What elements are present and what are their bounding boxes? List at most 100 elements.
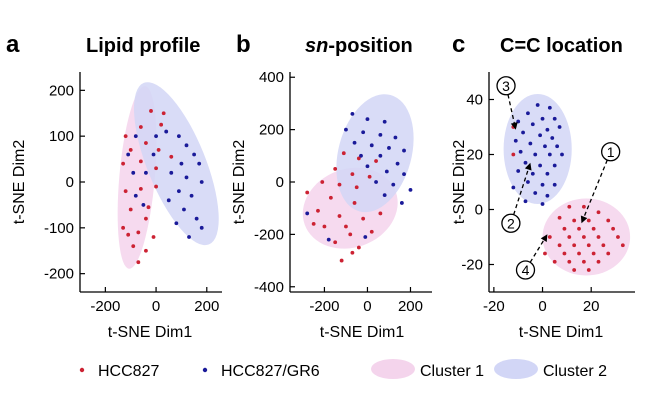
cluster-ellipse-cluster-1: [542, 198, 631, 276]
callout-arrowhead: [580, 215, 588, 224]
y-tick-label: 0: [475, 202, 483, 219]
data-point-gr6: [513, 138, 518, 143]
data-point-gr6: [199, 180, 204, 184]
data-point-gr6: [326, 237, 331, 242]
data-point-hcc827: [543, 251, 547, 256]
data-point-gr6: [182, 207, 186, 212]
data-point-hcc827: [138, 186, 143, 191]
data-point-gr6: [305, 211, 310, 216]
data-point-hcc827: [311, 222, 316, 226]
data-point-hcc827: [123, 134, 128, 139]
callout-circle: [501, 213, 521, 233]
data-point-gr6: [528, 141, 533, 146]
data-point-gr6: [540, 182, 545, 187]
data-point-gr6: [540, 116, 545, 121]
callout-line: [507, 94, 516, 126]
data-point-hcc827: [586, 243, 591, 248]
data-point-gr6: [555, 144, 560, 149]
data-point-gr6: [176, 134, 181, 139]
legend-label-cluster1: Cluster 1: [420, 363, 484, 380]
y-tick-label: 100: [49, 128, 74, 145]
data-point-hcc827: [350, 172, 355, 177]
data-point-gr6: [154, 134, 158, 139]
data-point-hcc827: [606, 251, 611, 256]
data-point-hcc827: [138, 159, 143, 164]
y-tick-label: -200: [254, 226, 284, 243]
data-point-hcc827: [159, 122, 164, 127]
data-point-hcc827: [144, 248, 148, 253]
data-point-gr6: [176, 189, 181, 194]
x-tick-label: 200: [194, 298, 219, 315]
data-point-gr6: [533, 191, 538, 195]
legend-marker-hcc827: [79, 367, 85, 373]
data-point-gr6: [540, 202, 545, 206]
data-point-gr6: [538, 163, 542, 168]
data-point-gr6: [344, 127, 348, 132]
data-point-hcc827: [322, 224, 327, 229]
cluster-ellipse-cluster-2: [503, 94, 572, 204]
panel-title-a: Lipid profile: [86, 35, 200, 57]
data-point-gr6: [391, 182, 396, 187]
panel-b: b sn-position -200 0 200 -400 -200 0 200 400 t-…: [231, 31, 432, 341]
data-point-hcc827: [128, 148, 133, 152]
data-point-gr6: [126, 152, 131, 157]
legend-label-gr6: HCC827/GR6: [221, 363, 320, 380]
data-point-gr6: [133, 134, 138, 139]
x-tick-label: 200: [398, 298, 423, 315]
x-axis-label-b: t-SNE Dim1: [320, 324, 405, 341]
y-tick-label: 400: [259, 69, 284, 86]
data-point-gr6: [350, 112, 355, 116]
data-point-hcc827: [144, 141, 148, 145]
y-tick-label: -200: [44, 266, 74, 283]
panel-letter-c: c: [452, 31, 465, 58]
data-point-gr6: [545, 171, 550, 176]
data-point-gr6: [547, 152, 552, 157]
panel-title-b-rest: -position: [328, 35, 412, 57]
data-point-hcc827: [341, 151, 346, 156]
data-point-hcc827: [333, 240, 338, 245]
data-point-gr6: [174, 221, 179, 226]
data-point-gr6: [361, 130, 366, 135]
data-point-hcc827: [601, 243, 606, 248]
data-point-gr6: [184, 175, 189, 180]
data-point-gr6: [535, 103, 540, 107]
data-point-hcc827: [337, 214, 342, 218]
data-point-gr6: [395, 161, 400, 166]
data-point-gr6: [523, 199, 528, 204]
panel-title-b-italic: sn: [305, 35, 328, 57]
data-point-hcc827: [144, 216, 148, 221]
callout-label: 2: [507, 215, 515, 231]
data-point-hcc827: [350, 250, 355, 255]
plot-area-a: -200 0 200 -200 -100 0 100 200: [44, 72, 222, 315]
data-point-gr6: [141, 203, 146, 207]
data-point-hcc827: [337, 182, 342, 187]
data-point-hcc827: [586, 268, 591, 272]
data-point-hcc827: [557, 243, 562, 248]
data-point-gr6: [402, 172, 406, 177]
data-point-gr6: [164, 129, 169, 134]
panel-letter-b: b: [236, 31, 251, 58]
data-point-gr6: [144, 170, 148, 175]
data-point-gr6: [538, 133, 542, 138]
data-point-gr6: [169, 170, 174, 175]
data-point-gr6: [151, 152, 156, 157]
data-point-gr6: [133, 193, 138, 198]
data-point-gr6: [369, 143, 374, 148]
data-point-gr6: [518, 149, 523, 154]
data-point-gr6: [378, 132, 383, 137]
data-point-gr6: [552, 163, 557, 168]
data-point-hcc827: [591, 251, 596, 256]
data-point-hcc827: [154, 184, 158, 189]
panel-title-b: sn-position: [305, 35, 413, 57]
data-point-hcc827: [582, 235, 586, 239]
plot-area-b: -200 0 200 -400 -200 0 200 400: [254, 69, 432, 315]
callout-line: [513, 166, 530, 215]
data-point-gr6: [192, 152, 197, 157]
y-tick-label: -400: [254, 279, 284, 296]
legend-swatch-cluster1: [371, 359, 415, 379]
data-point-gr6: [545, 127, 550, 132]
x-axis-label-c: t-SNE Dim1: [519, 324, 604, 341]
data-point-hcc827: [126, 232, 131, 237]
legend-marker-gr6: [202, 367, 208, 373]
data-point-hcc827: [562, 226, 567, 231]
